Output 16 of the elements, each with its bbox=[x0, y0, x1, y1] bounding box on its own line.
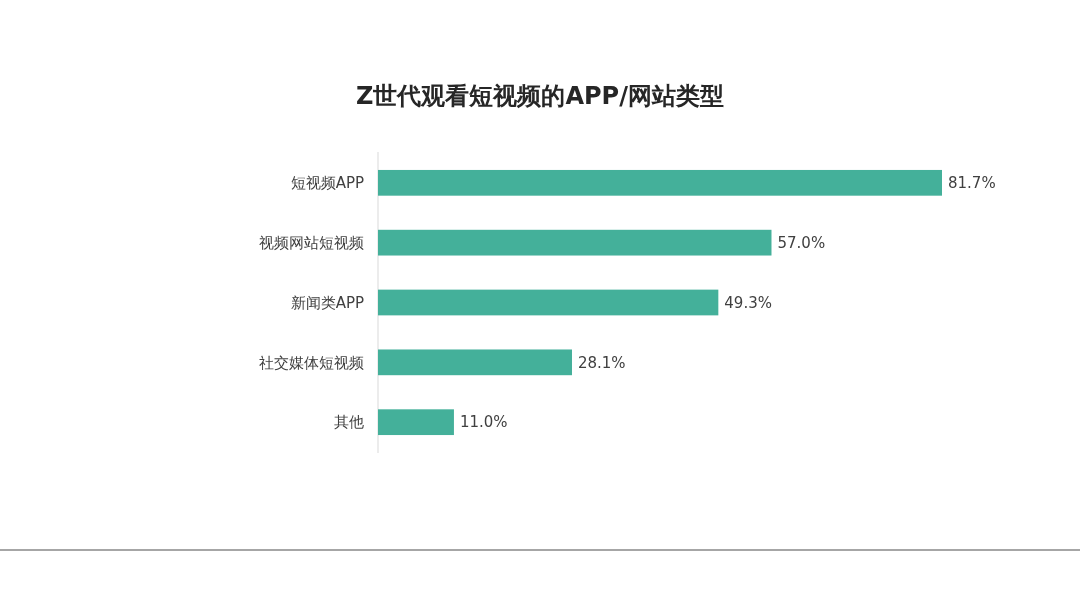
y-tick-label: 视频网站短视频 bbox=[259, 233, 364, 252]
y-tick-label: 短视频APP bbox=[290, 174, 364, 193]
bar bbox=[378, 229, 772, 256]
data-label: 28.1% bbox=[577, 353, 626, 372]
data-label: 11.0% bbox=[459, 413, 508, 432]
bar bbox=[378, 289, 719, 316]
y-tick-label: 其他 bbox=[334, 413, 364, 432]
bar bbox=[378, 169, 942, 196]
data-label: 81.7% bbox=[948, 174, 996, 193]
chart-title: Z世代观看短视频的APP/网站类型 bbox=[356, 82, 724, 110]
y-tick-label: 社交媒体短视频 bbox=[259, 353, 364, 372]
bar bbox=[378, 349, 572, 376]
data-label: 57.0% bbox=[777, 233, 826, 252]
data-label: 49.3% bbox=[724, 293, 772, 312]
y-tick-label: 新闻类APP bbox=[290, 293, 364, 312]
bar bbox=[378, 409, 454, 436]
